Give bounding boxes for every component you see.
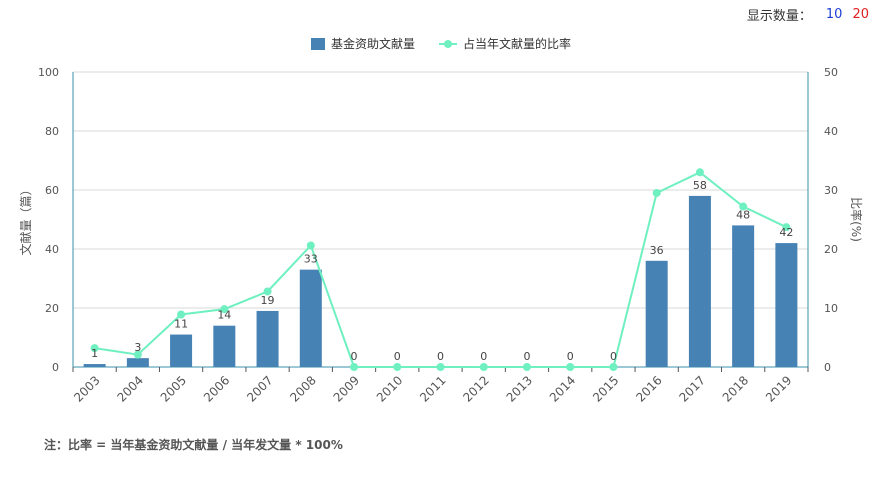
bar — [213, 325, 236, 367]
bar — [170, 334, 193, 367]
x-tick-label: 2012 — [460, 373, 491, 404]
ratio-point — [177, 310, 186, 319]
x-tick-label: 2013 — [504, 373, 535, 404]
y-tick-label: 20 — [45, 302, 59, 315]
legend-label-bar: 基金资助文献量 — [331, 36, 415, 51]
bar — [645, 260, 668, 367]
bar — [775, 243, 798, 367]
x-tick-label: 2007 — [244, 373, 275, 404]
ratio-point — [695, 168, 704, 177]
ratio-point — [133, 350, 142, 359]
bar-data-label: 0 — [394, 350, 401, 363]
ratio-point — [652, 188, 661, 197]
bar-data-label: 36 — [650, 244, 664, 257]
y2-tick-label: 20 — [824, 243, 838, 256]
bar — [126, 358, 149, 367]
ratio-point — [90, 344, 99, 353]
display-count-option-20[interactable]: 20 — [852, 7, 869, 22]
x-tick-label: 2019 — [763, 373, 794, 404]
ratio-point — [263, 287, 272, 296]
bar — [83, 364, 106, 367]
ratio-point — [393, 363, 402, 371]
bar — [732, 225, 755, 367]
bar-data-label: 42 — [779, 226, 793, 239]
bar-data-label: 14 — [217, 309, 231, 322]
bar-data-label: 11 — [174, 318, 188, 331]
y-tick-label: 0 — [52, 361, 59, 374]
display-count-control: 显示数量： 10 20 — [747, 5, 869, 24]
display-count-option-10[interactable]: 10 — [825, 7, 843, 22]
ratio-point — [739, 202, 748, 211]
ratio-point — [306, 241, 315, 250]
bar-data-label: 33 — [304, 253, 318, 266]
ratio-point — [566, 363, 575, 371]
y2-tick-label: 50 — [824, 66, 838, 79]
x-tick-label: 2018 — [720, 373, 751, 404]
x-tick-label: 2003 — [71, 373, 102, 404]
y2-tick-label: 40 — [824, 125, 838, 138]
y2-tick-label: 30 — [824, 184, 838, 197]
x-tick-label: 2004 — [114, 373, 145, 404]
bar — [256, 310, 279, 367]
x-tick-label: 2017 — [677, 373, 708, 404]
bar-data-label: 3 — [134, 341, 141, 354]
y-axis-title: 文献量（篇） — [18, 183, 33, 255]
ratio-point — [220, 305, 229, 314]
bar-data-label: 58 — [693, 179, 707, 192]
legend-label-line: 占当年文献量的比率 — [463, 36, 571, 51]
bar-data-label: 48 — [736, 208, 750, 221]
ratio-point — [609, 363, 618, 371]
x-tick-label: 2009 — [331, 373, 362, 404]
ratio-point — [436, 363, 445, 371]
ratio-point — [350, 363, 359, 371]
bar-data-label: 0 — [523, 350, 530, 363]
ratio-line — [94, 171, 787, 368]
bar — [688, 195, 711, 367]
x-tick-label: 2008 — [287, 373, 318, 404]
y2-tick-label: 10 — [824, 302, 838, 315]
ratio-point — [522, 363, 531, 371]
bar-data-label: 0 — [351, 350, 358, 363]
y-tick-label: 60 — [45, 184, 59, 197]
display-count-label: 显示数量： — [746, 9, 812, 24]
y2-tick-label: 0 — [824, 361, 831, 374]
x-tick-label: 2016 — [633, 373, 664, 404]
x-tick-label: 2014 — [547, 373, 578, 404]
x-tick-label: 2006 — [201, 373, 232, 404]
x-tick-label: 2011 — [417, 373, 448, 404]
x-tick-label: 2015 — [590, 373, 621, 404]
bar-data-label: 0 — [480, 350, 487, 363]
y-tick-label: 100 — [38, 66, 59, 79]
ratio-point — [782, 223, 791, 232]
ratio-point — [479, 363, 488, 371]
y2-axis-title: 比率(%) — [849, 197, 864, 242]
y-tick-label: 40 — [45, 243, 59, 256]
y-tick-label: 80 — [45, 125, 59, 138]
bar-data-label: 19 — [261, 294, 275, 307]
x-tick-label: 2005 — [158, 373, 189, 404]
legend-swatch-marker — [444, 40, 452, 48]
legend-swatch-bar — [311, 38, 325, 50]
chart-footnote: 注：比率 = 当年基金资助文献量 / 当年发文量 * 100% — [44, 438, 343, 452]
bar-data-label: 0 — [437, 350, 444, 363]
bar-data-label: 0 — [567, 350, 574, 363]
x-tick-label: 2010 — [374, 373, 405, 404]
bar — [299, 269, 322, 367]
bar-data-label: 0 — [610, 350, 617, 363]
bar-data-label: 1 — [91, 347, 98, 360]
